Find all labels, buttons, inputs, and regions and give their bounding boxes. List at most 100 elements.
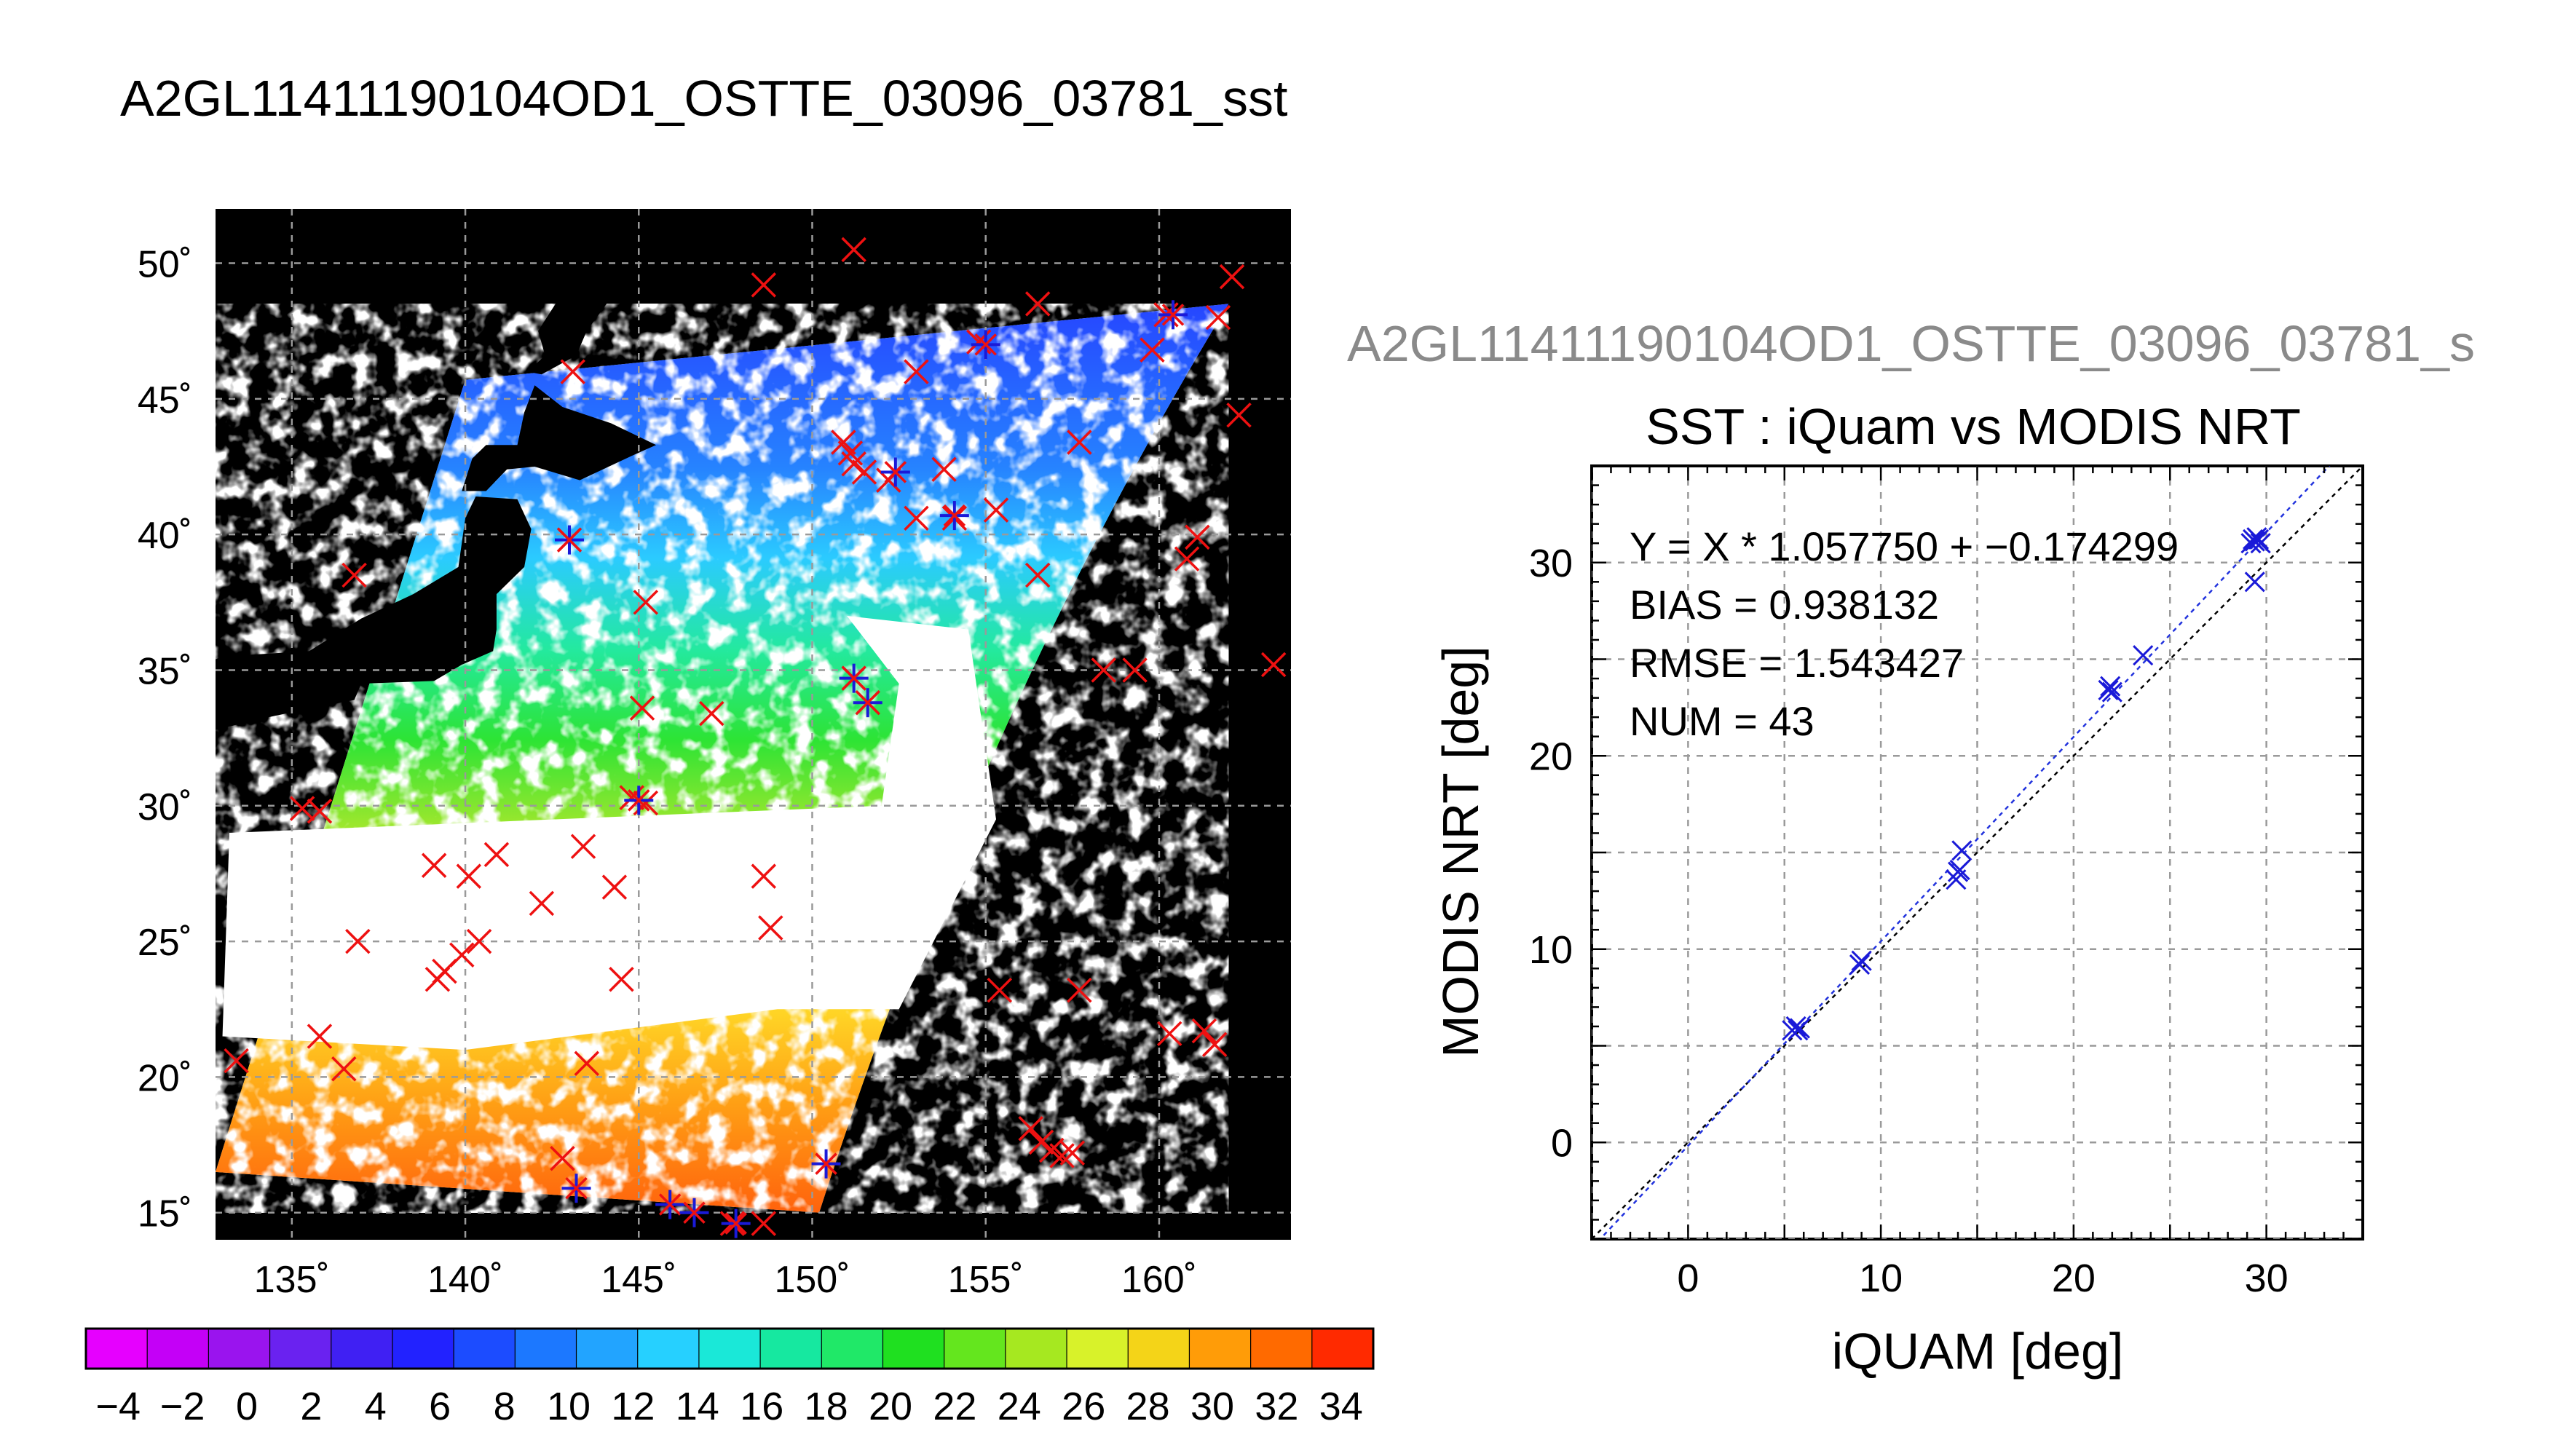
scatter-point — [1951, 840, 1972, 861]
map-point-star — [971, 330, 1000, 360]
fit-equation: Y = X * 1.057750 + −0.174299 — [1630, 523, 2179, 569]
map-point-star — [939, 501, 969, 531]
colorbar-swatch — [454, 1329, 516, 1369]
map-point-star — [655, 1190, 685, 1219]
colorbar-swatch — [1311, 1329, 1374, 1369]
map-point-x — [1140, 337, 1165, 363]
map-xtick-label: 140˚ — [427, 1259, 503, 1301]
colorbar-swatch — [515, 1329, 577, 1369]
map-point-x — [1024, 291, 1051, 317]
map-point-x — [529, 890, 555, 917]
scatter-point — [2133, 645, 2154, 666]
colorbar-tick-label: 24 — [998, 1385, 1041, 1428]
identity-line — [1592, 466, 2363, 1239]
map-point-x — [1028, 1129, 1054, 1155]
land-hokkaido — [462, 385, 657, 491]
map-point-x — [1067, 430, 1092, 455]
colorbar-swatch — [698, 1329, 761, 1369]
colorbar: −4 −2 0 2 4 6 8 10 12 14 16 18 20 22 24 26 28 30 32 34 — [84, 1327, 1375, 1428]
scatter-xtick-label: 0 — [1677, 1257, 1699, 1300]
map-point-x — [421, 852, 447, 879]
bias-label: BIAS = 0.938132 — [1630, 582, 1939, 628]
map-point-star — [853, 688, 882, 718]
map-xtick-label: 155˚ — [948, 1259, 1024, 1301]
scatter-point — [2100, 676, 2121, 697]
map-point-x — [456, 863, 482, 889]
map-point-star — [624, 786, 654, 815]
map-markers — [224, 237, 1287, 1238]
map-xtick-label: 150˚ — [774, 1259, 850, 1301]
rmse-label: RMSE = 1.543427 — [1630, 640, 1964, 686]
main-title: A2GL11411190104OD1_OSTTE_03096_03781_sst — [120, 70, 1288, 127]
map-point-x — [1185, 524, 1210, 550]
map-point-x — [1024, 562, 1051, 588]
scatter-ytick-label: 20 — [1529, 735, 1573, 778]
map-point-x — [466, 928, 492, 954]
scatter-title: SST : iQuam vs MODIS NRT — [1646, 398, 2301, 455]
scatter-xtick-label: 30 — [2245, 1257, 2289, 1300]
map-point-x — [345, 928, 371, 954]
colorbar-tick-label: 28 — [1126, 1385, 1170, 1428]
colorbar-tick-label: 12 — [611, 1385, 655, 1428]
map-point-star — [811, 1149, 841, 1179]
scatter-point — [1789, 1018, 1810, 1039]
scatter-point — [2250, 533, 2271, 554]
scatter-xlabel: iQUAM [deg] — [1832, 1323, 2124, 1380]
scatter-xtick-label: 20 — [2052, 1257, 2096, 1300]
map-point-x — [1157, 1021, 1182, 1047]
colorbar-swatch — [147, 1329, 209, 1369]
colorbar-swatch — [392, 1329, 454, 1369]
map-ytick-label: 30˚ — [138, 786, 192, 828]
map-point-x — [904, 359, 929, 384]
scatter-ytick-label: 10 — [1529, 928, 1573, 972]
colorbar-tick-label: 26 — [1062, 1385, 1105, 1428]
map-panel: 135˚ 140˚ 145˚ 150˚ 155˚ 160˚ 15˚ 20˚ 25˚ 30˚ 35˚ 4… — [138, 209, 1291, 1301]
scatter-point — [1949, 859, 1970, 880]
map-point-x — [1049, 1143, 1075, 1168]
colorbar-swatch — [882, 1329, 945, 1369]
colorbar-swatch — [760, 1329, 822, 1369]
colorbar-tick-label: 8 — [494, 1385, 516, 1428]
colorbar-swatch — [331, 1329, 393, 1369]
map-point-x — [987, 977, 1013, 1003]
map-point-x — [851, 459, 877, 485]
colorbar-swatch — [576, 1329, 639, 1369]
map-point-x — [550, 1145, 575, 1171]
colorbar-frame — [84, 1327, 1375, 1370]
scatter-point — [1849, 954, 1871, 976]
map-point-x — [574, 1051, 600, 1077]
scatter-panel: SST : iQuam vs MODIS NRT 0 10 20 300102030 … — [1432, 398, 2364, 1380]
map-ytick-label: 45˚ — [138, 379, 192, 422]
scatter-point — [1851, 950, 1872, 971]
map-ytick-label: 35˚ — [138, 650, 192, 692]
map-point-x — [560, 359, 585, 384]
num-label: NUM = 43 — [1630, 698, 1814, 744]
scatter-points — [1782, 527, 2271, 1041]
scatter-point — [2248, 529, 2270, 550]
colorbar-tick-label: 20 — [869, 1385, 912, 1428]
regression-line — [1598, 466, 2331, 1239]
colorbar-tick-label: 2 — [300, 1385, 322, 1428]
map-point-star — [880, 457, 910, 487]
map-point-star — [561, 1174, 591, 1203]
colorbar-tick-label: −4 — [95, 1385, 141, 1428]
colorbar-swatch — [269, 1329, 332, 1369]
map-point-x — [831, 430, 856, 455]
map-point-star — [554, 525, 584, 555]
map-point-x — [751, 272, 777, 298]
map-point-x — [633, 590, 659, 615]
map-point-x — [931, 456, 957, 482]
map-point-x — [1174, 546, 1200, 571]
colorbar-tick-label: 30 — [1190, 1385, 1234, 1428]
scatter-lines — [1592, 466, 2363, 1239]
map-point-x — [570, 834, 596, 859]
scatter-point — [2244, 531, 2265, 552]
scatter-point — [2101, 681, 2122, 703]
colorbar-tick-label: 22 — [933, 1385, 976, 1428]
scatter-point — [1785, 1016, 1806, 1037]
map-point-x — [307, 799, 333, 824]
map-point-x — [904, 505, 929, 531]
map-point-x — [841, 451, 866, 477]
colorbar-tick-label: 0 — [236, 1385, 258, 1428]
map-point-x — [1091, 657, 1116, 683]
